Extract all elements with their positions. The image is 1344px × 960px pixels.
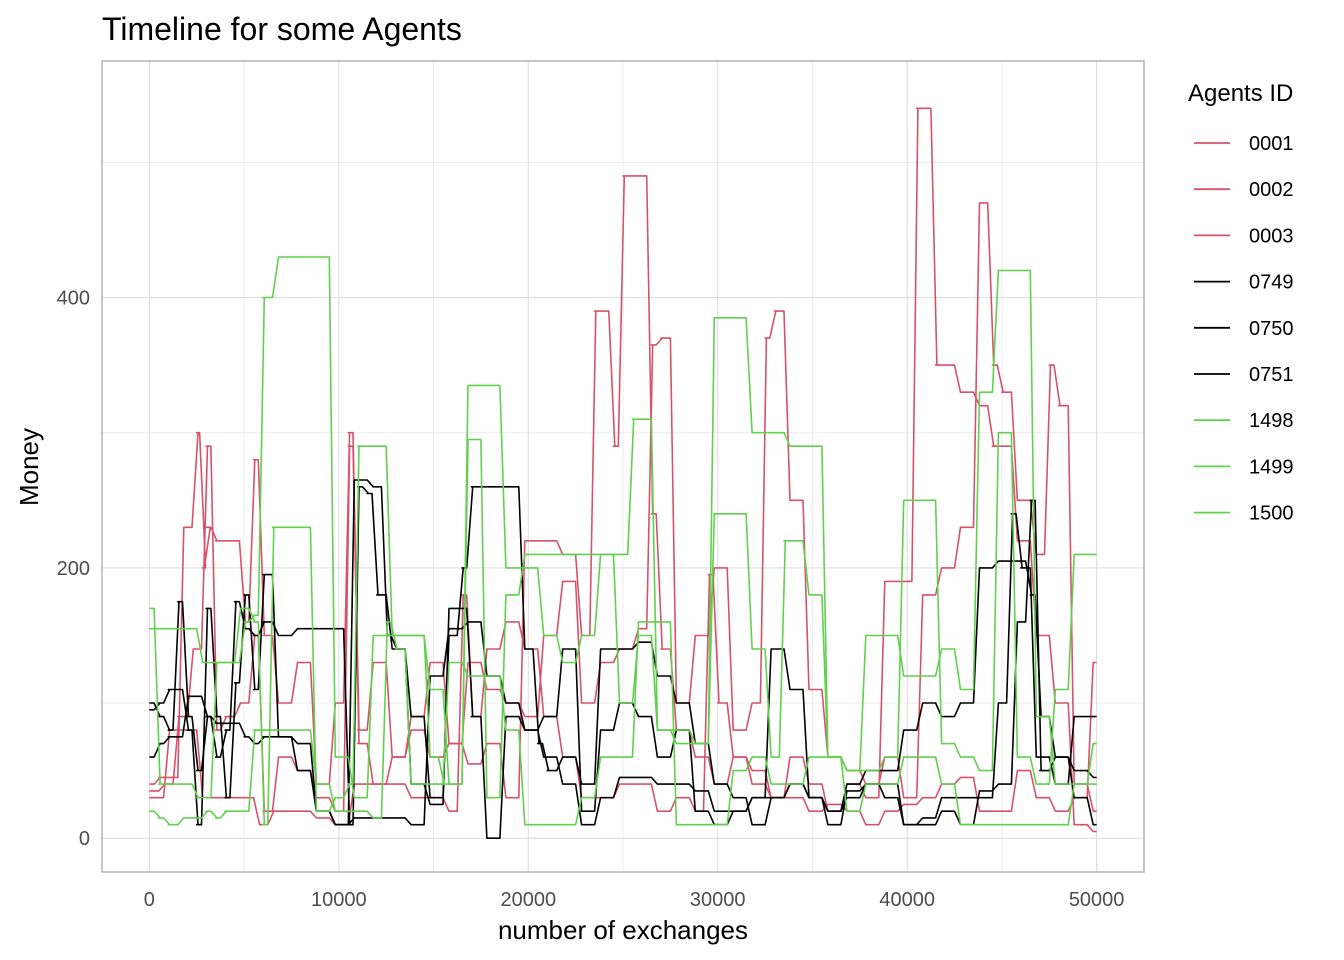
- series-line-1499: [149, 431, 1097, 826]
- legend-label-0750: 0750: [1249, 318, 1294, 340]
- legend-label-1500: 1500: [1249, 503, 1294, 525]
- series-line-0001: [149, 107, 1097, 833]
- series-line-0751: [149, 499, 1097, 826]
- legend-title: Agents ID: [1188, 80, 1293, 107]
- legend-label-0001: 0001: [1249, 133, 1294, 155]
- series-line-0750: [149, 479, 1097, 839]
- plot-panel-border: [101, 60, 1145, 873]
- legend-label-1498: 1498: [1249, 410, 1294, 432]
- y-axis-title: Money: [14, 428, 44, 506]
- series-line-1498: [149, 256, 1097, 799]
- x-tick-label: 0: [144, 889, 155, 911]
- legend-label-0002: 0002: [1249, 179, 1294, 201]
- axis-ticks: 0 10000 20000 30000 40000 50000 0 200 400: [57, 288, 1125, 911]
- legend-label-0003: 0003: [1249, 225, 1294, 247]
- legend-label-1499: 1499: [1249, 456, 1294, 478]
- x-tick-label: 20000: [500, 889, 556, 911]
- chart-title: Timeline for some Agents: [102, 11, 462, 47]
- data-series: [149, 107, 1097, 839]
- x-axis-title: number of exchanges: [498, 915, 748, 945]
- x-tick-label: 40000: [879, 889, 935, 911]
- legend-label-0749: 0749: [1249, 272, 1294, 294]
- x-tick-label: 50000: [1069, 889, 1125, 911]
- y-tick-label: 0: [79, 828, 90, 850]
- y-tick-label: 400: [57, 288, 90, 310]
- x-tick-label: 10000: [311, 889, 367, 911]
- series-line-1500: [149, 621, 1097, 826]
- legend-label-0751: 0751: [1249, 364, 1294, 386]
- x-tick-label: 30000: [690, 889, 746, 911]
- y-tick-label: 200: [57, 558, 90, 580]
- legend: Agents ID 0001 0002 0003 0749 0750 0751 1498 14…: [1188, 80, 1294, 525]
